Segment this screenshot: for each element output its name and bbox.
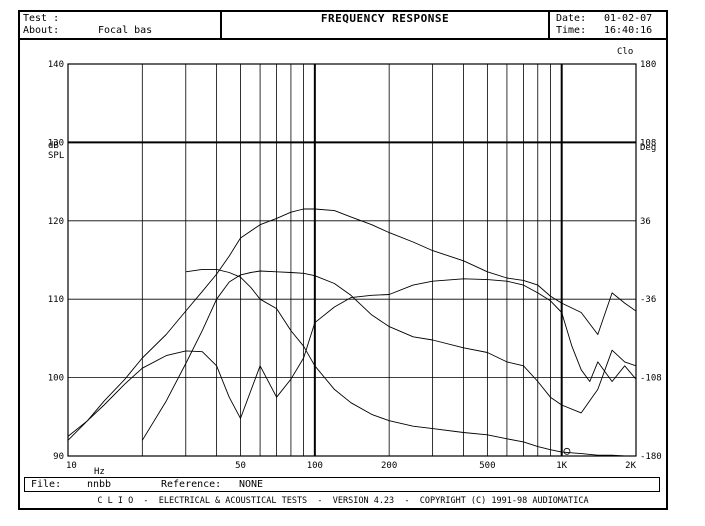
y-tick-label: 120	[48, 217, 64, 227]
y2-axis-label: Deg	[640, 143, 656, 153]
chart-grid	[67, 63, 637, 457]
y-tick-label: 100	[48, 374, 64, 384]
time-label: Time:	[556, 25, 587, 36]
y-axis-label-spl: SPL	[48, 151, 64, 161]
report-title: FREQUENCY RESPONSE	[320, 12, 450, 25]
baseline-marker	[563, 447, 571, 455]
about-label: About:	[23, 25, 60, 36]
date-value: 01-02-07	[604, 13, 653, 24]
y2-tick-label: 108	[640, 138, 656, 148]
y2-tick-label: 180	[640, 60, 656, 70]
reference-value: NONE	[239, 479, 264, 490]
header-right: Date: 01-02-07 Time: 16:40:16	[550, 12, 666, 38]
y-tick-label: 90	[53, 452, 64, 462]
x-tick-label: 500	[479, 461, 495, 471]
test-label: Test :	[23, 13, 60, 24]
x-tick-label: 1K	[556, 461, 567, 471]
chart-series	[67, 208, 637, 457]
x-tick-label: 2K	[625, 461, 636, 471]
x-tick-label: 10	[66, 461, 77, 471]
file-info-bar: File: nnbb Reference: NONE	[24, 477, 660, 492]
series-line-2	[67, 278, 637, 437]
y-tick-label: 140	[48, 60, 64, 70]
date-label: Date:	[556, 13, 587, 24]
plot-border	[67, 63, 637, 457]
y-tick-label: 110	[48, 295, 64, 305]
header-title-cell: FREQUENCY RESPONSE	[220, 12, 550, 38]
y2-tick-label: -108	[640, 374, 662, 384]
y2-tick-label: 36	[640, 217, 651, 227]
series-line-4	[185, 268, 636, 457]
header-left: Test : About: Focal bas	[20, 12, 220, 38]
time-value: 16:40:16	[604, 25, 653, 36]
about-value: Focal bas	[98, 25, 153, 36]
report-header: Test : About: Focal bas FREQUENCY RESPON…	[20, 12, 666, 40]
x-tick-label: 100	[307, 461, 323, 471]
scale-mark: Clo	[617, 47, 633, 57]
file-label: File:	[31, 479, 62, 490]
x-tick-label: 50	[235, 461, 246, 471]
file-value: nnbb	[87, 479, 112, 490]
y-axis-label-db: dB	[48, 141, 59, 151]
chart-labels: 90 100 110 120 130 140 -180 -108 -36 36 108 180 10 50…	[48, 60, 662, 471]
x-axis-label: Hz	[94, 467, 105, 477]
series-line-1	[67, 208, 637, 441]
y-tick-label: 130	[48, 138, 64, 148]
banner-text: C L I O - ELECTRICAL & ACOUSTICAL TESTS …	[97, 496, 589, 506]
reference-label: Reference:	[161, 479, 222, 490]
copyright-banner: C L I O - ELECTRICAL & ACOUSTICAL TESTS …	[20, 495, 666, 510]
frequency-response-chart: 90 100 110 120 130 140 -180 -108 -36 36 108 180 10 50…	[48, 47, 662, 477]
x-tick-label: 200	[381, 461, 397, 471]
y2-tick-label: -180	[640, 452, 662, 462]
y2-tick-label: -36	[640, 295, 656, 305]
clio-report-frame: Test : About: Focal bas FREQUENCY RESPON…	[18, 10, 668, 510]
series-line-3	[141, 270, 637, 441]
